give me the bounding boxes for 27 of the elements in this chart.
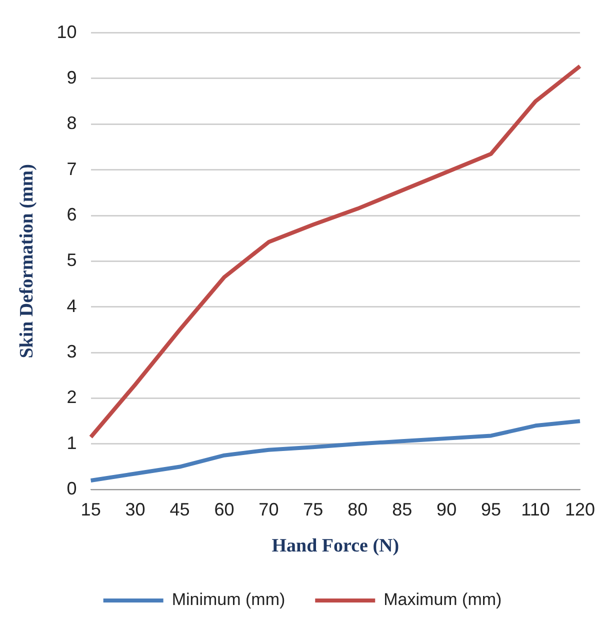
x-tick-label: 15 (80, 499, 101, 520)
x-tick-label: 45 (170, 499, 190, 520)
y-tick-label: 4 (66, 296, 77, 316)
x-tick-label: 75 (303, 499, 324, 520)
x-axis-title: Hand Force (N) (272, 536, 400, 557)
y-tick-label: 3 (66, 342, 77, 362)
y-tick-label: 2 (66, 387, 77, 408)
y-tick-label: 6 (66, 204, 77, 224)
legend-label: Maximum (mm) (384, 590, 502, 610)
y-tick-label: 1 (66, 432, 77, 453)
x-tick-label: 80 (348, 499, 368, 520)
y-tick-label: 5 (66, 250, 77, 270)
x-tick-label: 90 (436, 499, 457, 520)
y-tick-label: 9 (66, 67, 77, 88)
x-tick-label: 85 (392, 499, 412, 520)
x-tick-label: 120 (564, 499, 596, 520)
y-tick-label: 7 (66, 158, 77, 179)
x-tick-label: 60 (214, 499, 234, 520)
x-tick-label: 110 (521, 499, 550, 520)
x-tick-label: 70 (258, 499, 279, 520)
x-tick-label: 95 (481, 499, 502, 520)
x-tick-label: 30 (125, 499, 146, 520)
y-axis-title: Skin Deformation (mm) (16, 164, 38, 358)
y-tick-label: 10 (56, 22, 77, 42)
legend-label: Minimum (mm) (172, 590, 286, 610)
y-tick-label: 0 (66, 478, 77, 499)
y-tick-label: 8 (66, 113, 77, 134)
